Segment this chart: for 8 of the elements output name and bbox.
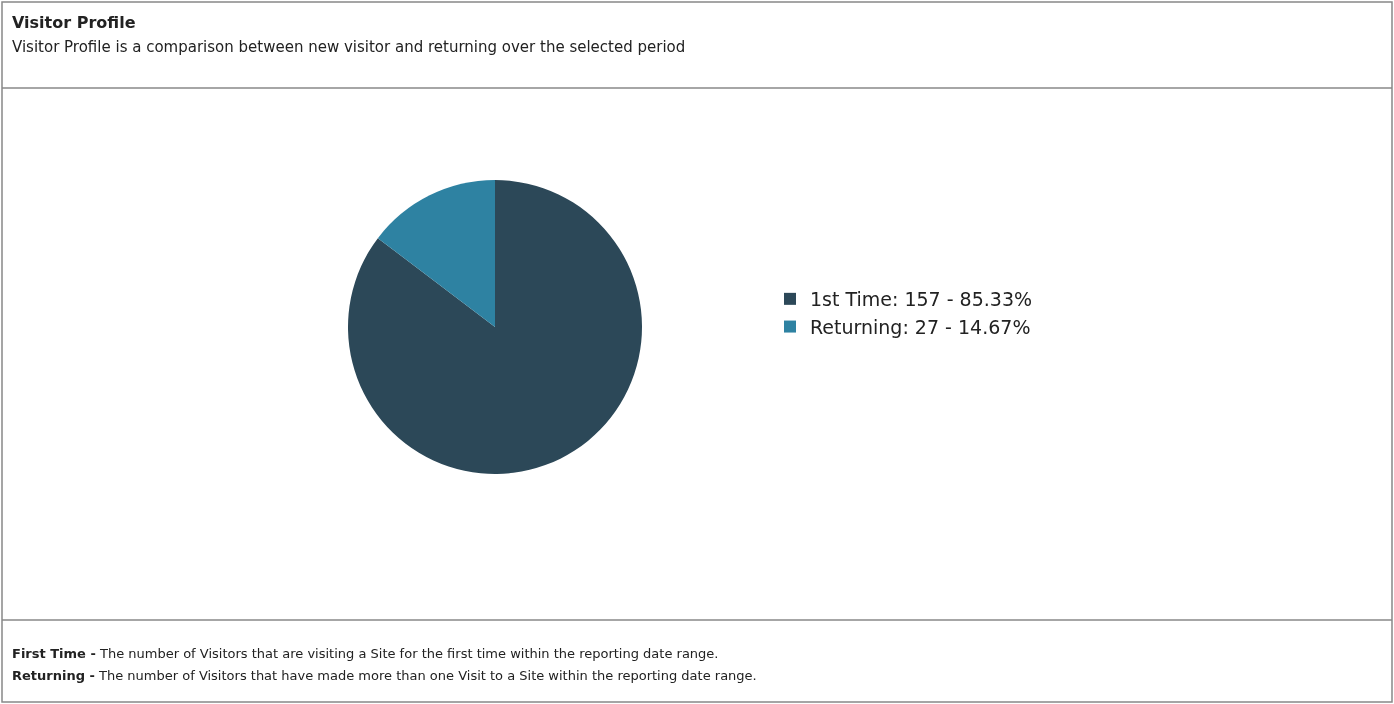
chart-subtitle: Visitor Profile is a comparison between new visitor and returning over the selected period: [12, 38, 686, 56]
pie-slice: [348, 180, 642, 474]
legend-label: 1st Time: 157 - 85.33%: [810, 288, 1033, 311]
legend-label: Returning: 27 - 14.67%: [810, 315, 1031, 338]
text: Returning - The number of Visitors that have made more than one Visit to a Site within the reporting date range.: [12, 668, 757, 683]
pie-slice: [377, 180, 495, 327]
text: Visitor Profile: [12, 13, 136, 32]
text: First Time - The number of Visitors that are visiting a Site for the first time within the reporting date range.: [12, 646, 719, 661]
